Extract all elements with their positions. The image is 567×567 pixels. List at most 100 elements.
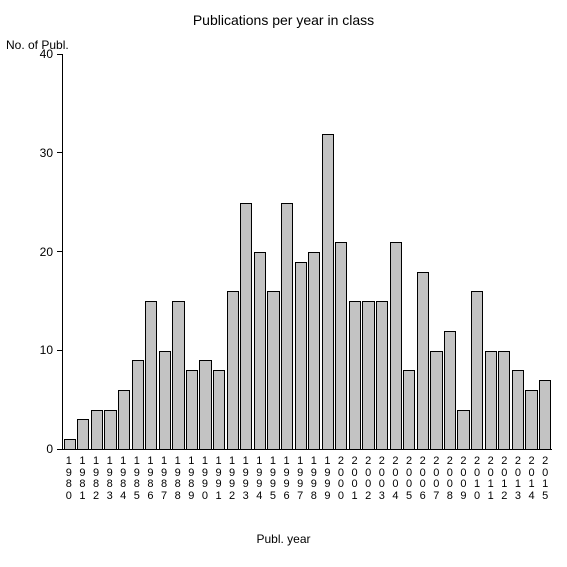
x-tick-column: 1 9 9 3 (239, 456, 253, 504)
y-tick-label: 20 (40, 245, 53, 259)
x-tick-column: 1 9 9 8 (307, 456, 321, 504)
x-tick-label: 2 0 0 8 (447, 456, 453, 502)
chart-container: Publications per year in class No. of Pu… (0, 0, 567, 567)
bar (132, 360, 144, 449)
bar-column (457, 55, 471, 449)
x-tick-label: 1 9 8 4 (120, 456, 126, 502)
x-tick-label: 1 9 8 2 (93, 456, 99, 502)
bar (227, 291, 239, 449)
x-tick-label: 1 9 9 9 (324, 456, 330, 502)
bar (525, 390, 537, 449)
x-tick-column: 1 9 9 2 (225, 456, 239, 504)
x-tick-column: 1 9 8 1 (76, 456, 90, 504)
bar (172, 301, 184, 449)
x-tick-label: 1 9 9 2 (229, 456, 235, 502)
bar-column (484, 55, 498, 449)
bar-column (199, 55, 213, 449)
x-tick-label: 2 0 1 5 (542, 456, 548, 502)
x-tick-column: 2 0 0 4 (389, 456, 403, 504)
y-axis-label: No. of Publ. (6, 38, 69, 52)
x-tick-column: 1 9 9 1 (212, 456, 226, 504)
bar (295, 262, 307, 449)
x-tick-label: 1 9 9 8 (311, 456, 317, 502)
x-tick-column: 2 0 0 7 (429, 456, 443, 504)
bar-column (158, 55, 172, 449)
plot-area: 010203040 (62, 55, 552, 450)
bar-column (430, 55, 444, 449)
x-tick-label: 2 0 0 0 (338, 456, 344, 502)
bar-column (172, 55, 186, 449)
x-tick-labels: 1 9 8 01 9 8 1 1 9 8 2 1 9 8 3 1 9 8 4 1 9 8… (62, 456, 552, 504)
x-tick-label: 1 9 8 8 (175, 456, 181, 502)
x-tick-column: 2 0 0 9 (457, 456, 471, 504)
x-tick-column: 2 0 1 0 (470, 456, 484, 504)
bar (498, 351, 510, 450)
bar (403, 370, 415, 449)
y-tick-label: 10 (40, 343, 53, 357)
y-tick-mark (57, 449, 63, 450)
bar (91, 410, 103, 449)
bar (281, 203, 293, 449)
x-tick-label: 1 9 9 7 (297, 456, 303, 502)
x-tick-column: 1 9 8 6 (144, 456, 158, 504)
x-tick-column: 1 9 9 0 (198, 456, 212, 504)
x-tick-column: 1 9 8 0 (62, 456, 76, 504)
bar (335, 242, 347, 449)
bar-column (389, 55, 403, 449)
x-tick-label: 1 9 8 5 (134, 456, 140, 502)
bar (159, 351, 171, 450)
bar (349, 301, 361, 449)
x-tick-label: 1 9 8 9 (188, 456, 194, 502)
bar (430, 351, 442, 450)
x-tick-label: 1 9 9 4 (256, 456, 262, 502)
x-tick-column: 2 0 0 3 (375, 456, 389, 504)
bar (145, 301, 157, 449)
x-tick-column: 2 0 1 3 (511, 456, 525, 504)
x-tick-label: 2 0 0 7 (433, 456, 439, 502)
x-tick-label: 2 0 0 4 (392, 456, 398, 502)
x-tick-column: 1 9 8 3 (103, 456, 117, 504)
bar-column (144, 55, 158, 449)
x-tick-label: 1 9 8 6 (147, 456, 153, 502)
x-tick-label: 1 9 9 6 (283, 456, 289, 502)
bar (118, 390, 130, 449)
x-axis-label: Publ. year (0, 532, 567, 546)
y-tick-mark (57, 251, 63, 252)
bar-column (63, 55, 77, 449)
x-tick-column: 1 9 8 9 (184, 456, 198, 504)
bar-column (470, 55, 484, 449)
bar-column (131, 55, 145, 449)
bar (362, 301, 374, 449)
bar-column (538, 55, 552, 449)
bar (485, 351, 497, 450)
x-tick-column: 1 9 9 9 (321, 456, 335, 504)
x-tick-label: 1 9 8 1 (79, 456, 85, 502)
x-tick-column: 2 0 1 1 (484, 456, 498, 504)
bar (64, 439, 76, 449)
x-tick-label: 2 0 1 4 (528, 456, 534, 502)
x-tick-column: 2 0 1 2 (498, 456, 512, 504)
x-tick-label: 1 9 9 5 (270, 456, 276, 502)
bar-column (321, 55, 335, 449)
x-tick-column: 2 0 1 5 (538, 456, 552, 504)
x-tick-column: 1 9 8 7 (157, 456, 171, 504)
x-tick-column: 2 0 0 1 (348, 456, 362, 504)
y-tick-label: 40 (40, 47, 53, 61)
bar (322, 134, 334, 449)
bar (267, 291, 279, 449)
x-tick-column: 1 9 8 4 (116, 456, 130, 504)
bar-column (375, 55, 389, 449)
bar (240, 203, 252, 449)
x-tick-label: 2 0 1 1 (488, 456, 494, 502)
bar-column (117, 55, 131, 449)
bar-column (185, 55, 199, 449)
x-tick-label: 1 9 9 0 (202, 456, 208, 502)
x-tick-column: 2 0 0 0 (334, 456, 348, 504)
x-tick-label: 1 9 8 3 (107, 456, 113, 502)
bar-column (348, 55, 362, 449)
bar-column (402, 55, 416, 449)
bar-column (511, 55, 525, 449)
bar (308, 252, 320, 449)
bar (254, 252, 266, 449)
bar-column (335, 55, 349, 449)
